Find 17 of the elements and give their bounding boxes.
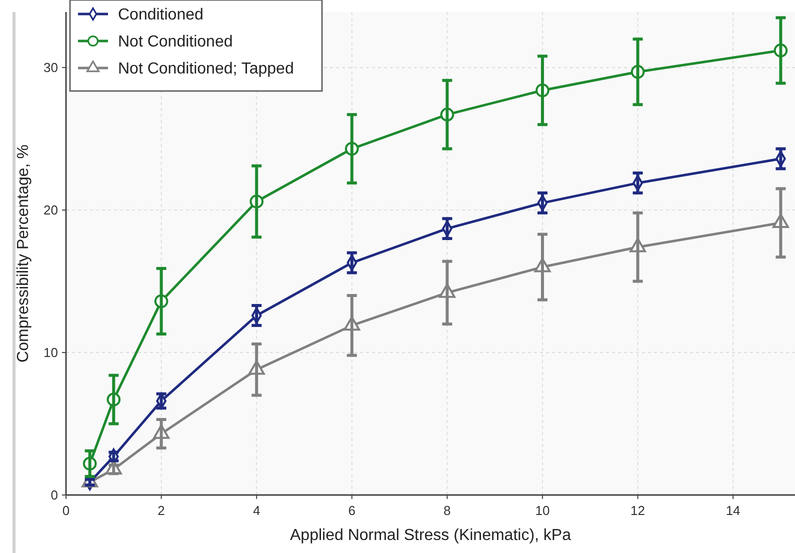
y-tick-label: 20 xyxy=(44,202,58,218)
y-tick-label: 30 xyxy=(44,60,58,76)
x-tick-label: 10 xyxy=(535,503,550,518)
legend-label: Conditioned xyxy=(118,6,204,24)
x-tick-label: 8 xyxy=(444,503,451,518)
x-tick-label: 12 xyxy=(630,503,645,518)
x-axis-title: Applied Normal Stress (Kinematic), kPa xyxy=(290,527,572,544)
x-tick-label: 2 xyxy=(158,503,165,518)
y-tick-label: 10 xyxy=(44,345,58,360)
y-axis-title: Compressibility Percentage, % xyxy=(15,144,32,362)
x-tick-label: 0 xyxy=(62,503,70,518)
x-tick-label: 6 xyxy=(348,503,356,518)
legend-label: Not Conditioned; Tapped xyxy=(118,60,294,78)
legend-label: Not Conditioned xyxy=(118,34,233,50)
y-tick-label: 0 xyxy=(50,488,58,502)
x-tick-label: 14 xyxy=(726,503,740,518)
x-tick-label: 4 xyxy=(252,503,260,518)
